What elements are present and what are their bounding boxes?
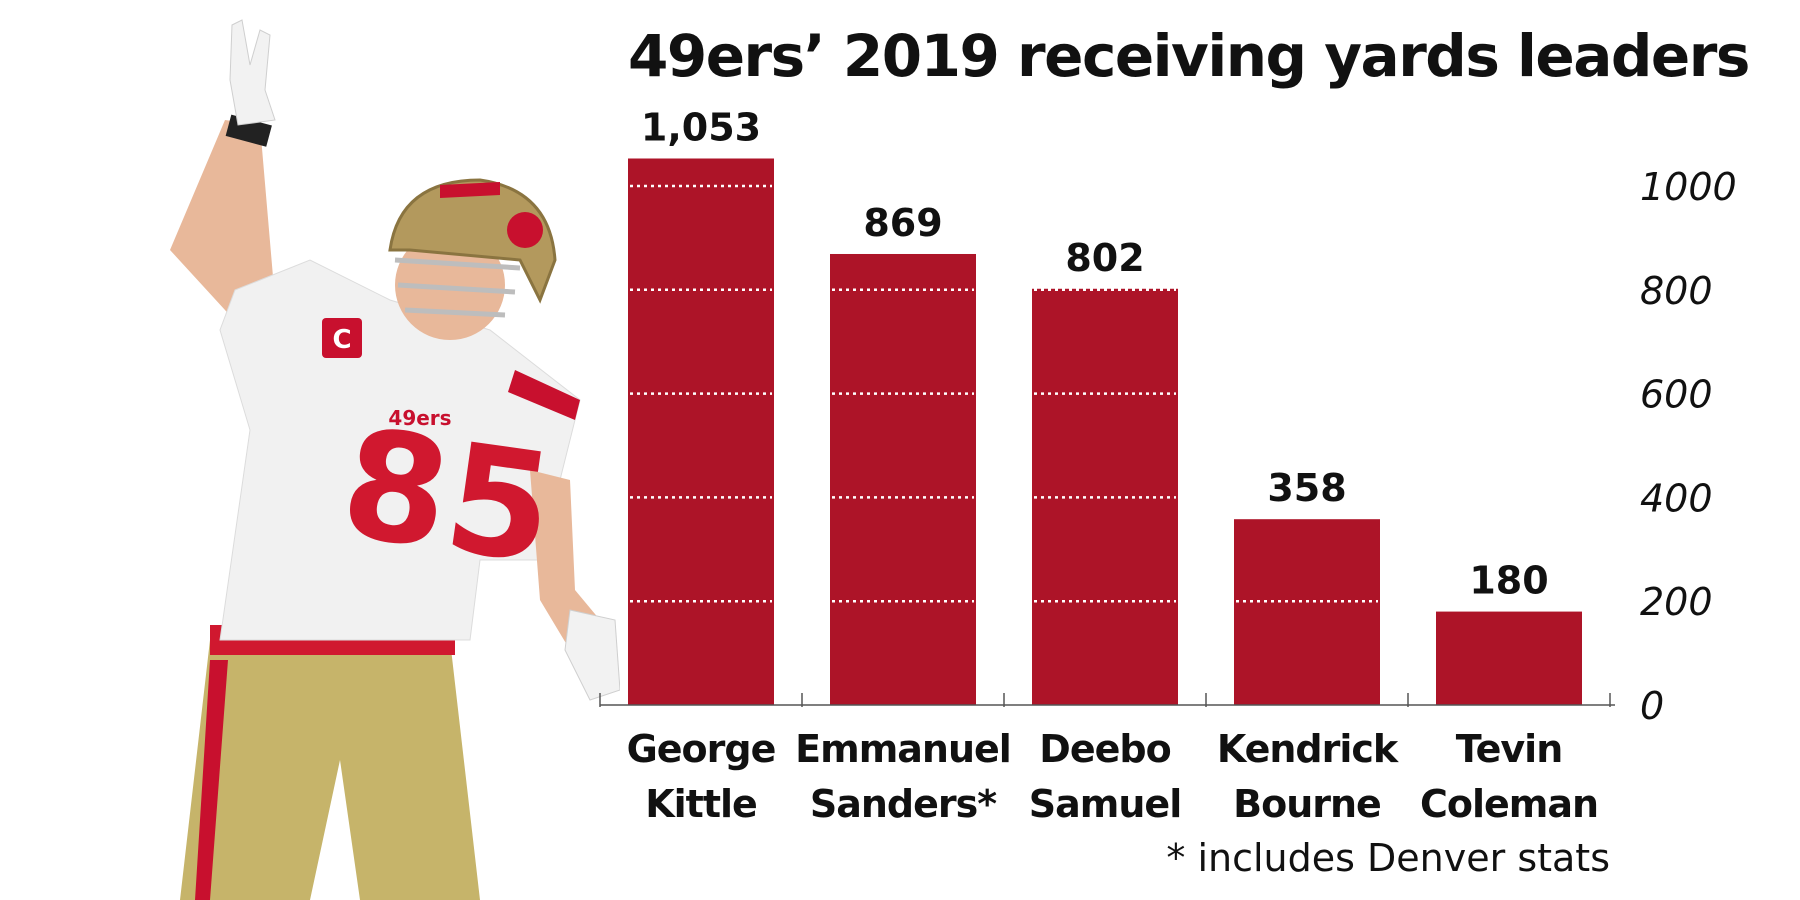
category-label: George bbox=[627, 727, 776, 771]
y-tick-label: 400 bbox=[1640, 476, 1713, 520]
player-jersey bbox=[219, 259, 581, 641]
player-helmet-logo bbox=[507, 212, 543, 248]
y-tick-label: 1000 bbox=[1640, 165, 1737, 209]
player-pants bbox=[180, 640, 480, 900]
category-label: Bourne bbox=[1233, 782, 1381, 826]
category-label: Sanders* bbox=[810, 782, 997, 826]
player-helmet bbox=[388, 178, 557, 304]
data-label: 802 bbox=[1065, 236, 1144, 280]
y-tick-label: 600 bbox=[1640, 373, 1713, 417]
y-tick-label: 0 bbox=[1640, 684, 1664, 728]
bar-4 bbox=[1436, 611, 1582, 705]
category-label: Deebo bbox=[1039, 727, 1170, 771]
player-right-arm bbox=[530, 470, 600, 650]
player-glove-raised bbox=[229, 19, 276, 126]
player-facemask bbox=[394, 257, 521, 318]
data-label: 180 bbox=[1469, 559, 1548, 603]
y-tick-label: 200 bbox=[1640, 580, 1713, 624]
category-label: Kendrick bbox=[1217, 727, 1399, 771]
player-jersey-shoulder-stripe bbox=[508, 370, 580, 420]
category-label: Kittle bbox=[645, 782, 757, 826]
bar-3 bbox=[1234, 519, 1380, 705]
player-helmet-stripe bbox=[440, 182, 500, 198]
y-tick-label: 800 bbox=[1640, 269, 1713, 313]
player-jersey-wordmark: 49ers bbox=[388, 406, 451, 430]
category-label: Tevin bbox=[1456, 727, 1563, 771]
data-label: 869 bbox=[863, 201, 942, 245]
player-pants-stripe bbox=[195, 660, 228, 900]
player-glove-right bbox=[564, 609, 620, 701]
category-label: Coleman bbox=[1420, 782, 1598, 826]
player-jersey-number: 85 bbox=[332, 396, 563, 597]
data-label: 1,053 bbox=[641, 105, 761, 149]
football-player-photo: 85 C 49ers bbox=[170, 19, 620, 900]
bar-0 bbox=[628, 158, 774, 706]
bar-1 bbox=[830, 253, 976, 705]
category-label: Emmanuel bbox=[795, 727, 1011, 771]
chart-footnote: * includes Denver stats bbox=[1166, 836, 1610, 880]
data-label: 358 bbox=[1267, 466, 1346, 510]
player-captain-patch bbox=[322, 318, 362, 358]
player-captain-patch-letter: C bbox=[332, 325, 351, 355]
chart-title: 49ers’ 2019 receiving yards leaders bbox=[628, 22, 1750, 90]
category-label: Samuel bbox=[1029, 782, 1181, 826]
